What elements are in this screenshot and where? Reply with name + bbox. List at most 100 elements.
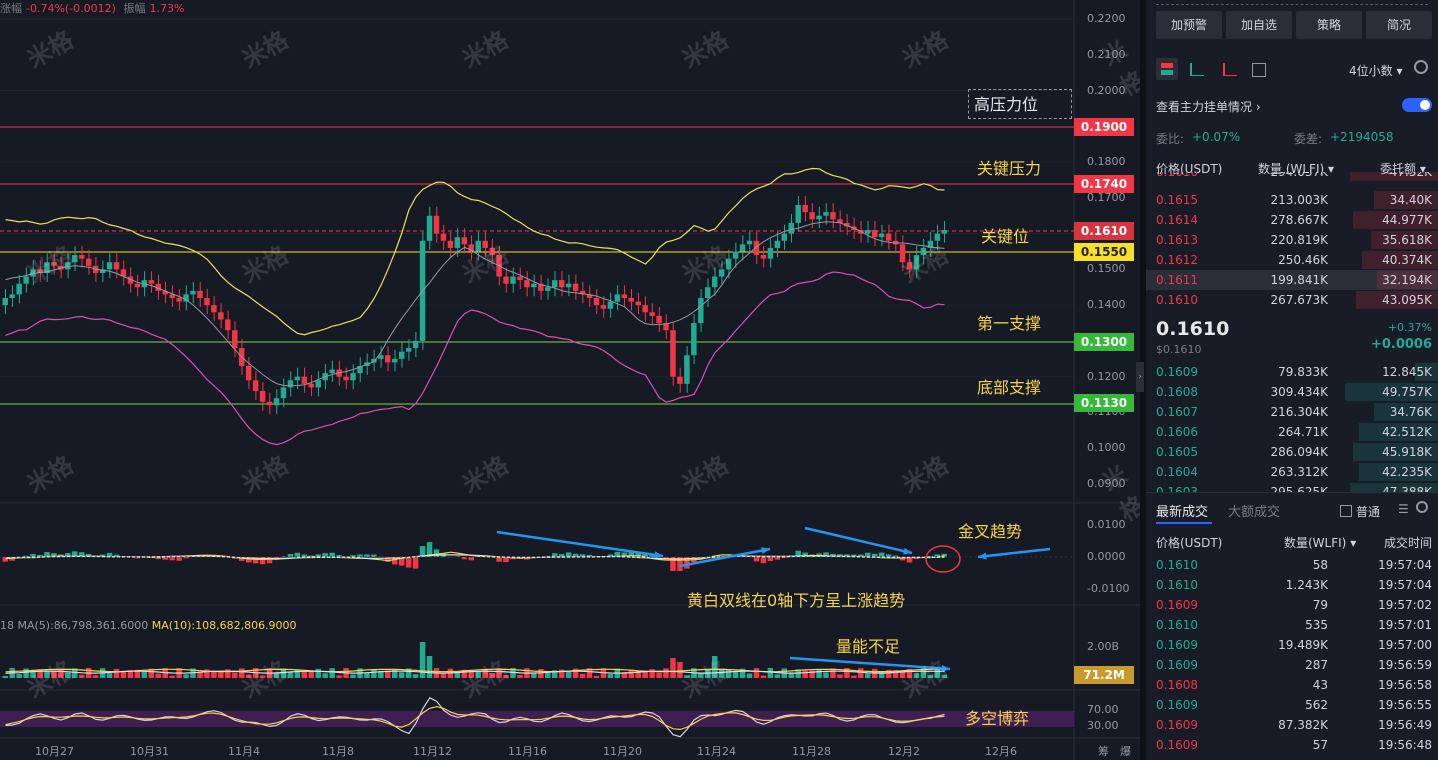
trade-row: 0.1609 562 19:56:55 (1146, 695, 1438, 715)
trades-settings-icon[interactable] (1416, 501, 1428, 513)
candle-body (190, 290, 196, 295)
candle-body (301, 376, 308, 384)
date-label: 12月6 (985, 745, 1017, 758)
ask-row[interactable]: 0.1610 267.673K 43.095K (1146, 290, 1438, 310)
depth-toggle[interactable] (1402, 98, 1432, 112)
ask-row[interactable]: 0.1614 278.667K 44.977K (1146, 210, 1438, 230)
tab-big-trades[interactable]: 大额成交 (1228, 505, 1281, 520)
bid-price: 0.1609 (1156, 365, 1198, 379)
volume-bar (593, 675, 600, 678)
candle-body (746, 240, 753, 245)
candle-body (99, 269, 106, 273)
ask-row[interactable]: 0.1611 199.841K 32.194K (1146, 270, 1438, 290)
kline-chart[interactable]: 涨幅 -0.74%(-0.0012) 振幅 1.73% 米格 米格 米格 米格 米格… (0, 0, 1150, 760)
macd-bar (239, 557, 245, 561)
bollinger-lower (5, 271, 945, 446)
trade-col-qty[interactable]: 数量(WLFI) ▾ (1284, 534, 1356, 551)
bid-row[interactable]: 0.1608 309.434K 49.757K (1146, 382, 1438, 402)
col-total-header[interactable]: 委托额 ▾ (1380, 160, 1426, 177)
volume-bar (155, 673, 161, 678)
volume-bar (941, 674, 947, 678)
ma5-label: MA(5):86,798,361.6000 (17, 619, 149, 632)
macd-bar (350, 555, 356, 557)
diff-value: +2194058 (1330, 130, 1394, 144)
macd-bar (753, 557, 760, 562)
chevron-down-icon: ▾ (1419, 162, 1426, 176)
bid-row[interactable]: 0.1603 295.625K 47.388K (1146, 482, 1438, 492)
axis-corner-chip[interactable]: 筹 (1098, 745, 1109, 758)
strategy-button[interactable]: 策略 (1296, 11, 1362, 39)
active-tab-indicator (1156, 522, 1212, 524)
candle-body (698, 298, 704, 324)
trade-row: 0.1609 287 19:56:59 (1146, 655, 1438, 675)
volume-bar (204, 669, 210, 678)
filter-icon[interactable]: ☰ (1398, 502, 1409, 516)
trade-row: 0.1609 87.382K 19:56:49 (1146, 715, 1438, 735)
macd-bar (245, 557, 252, 563)
candle-body (468, 244, 474, 252)
candle-body (586, 294, 593, 298)
candle-body (677, 376, 683, 384)
ask-row[interactable]: 0.1613 220.819K 35.618K (1146, 230, 1438, 250)
candle-body (816, 215, 822, 220)
volume-bar (350, 674, 356, 678)
add-alert-button[interactable]: 加预警 (1156, 11, 1222, 39)
ma10-label: MA(10):108,682,806.9000 (151, 619, 297, 632)
macd-bar (670, 557, 676, 571)
collapse-handle-icon[interactable]: › (1136, 362, 1144, 392)
macd-bar (558, 554, 565, 557)
candle-body (802, 205, 808, 213)
annot-volume-note: 量能不足 (836, 637, 901, 656)
macd-bar (844, 554, 850, 557)
trade-time: 19:56:49 (1378, 718, 1432, 732)
macd-bar (322, 553, 328, 557)
view-trades-icon[interactable] (1252, 63, 1266, 77)
bid-row[interactable]: 0.1604 263.312K 42.235K (1146, 462, 1438, 482)
add-watchlist-button[interactable]: 加自选 (1226, 11, 1292, 39)
chart-canvas[interactable] (0, 0, 1140, 760)
candle-body (635, 301, 641, 306)
candle-body (517, 276, 523, 281)
trade-qty: 535 (1305, 618, 1328, 632)
bid-row[interactable]: 0.1607 216.304K 34.76K (1146, 402, 1438, 422)
ask-row[interactable]: 0.1612 250.46K 40.374K (1146, 250, 1438, 270)
settings-icon[interactable] (1414, 60, 1428, 74)
view-both-icon[interactable] (1156, 58, 1178, 80)
volume-bar (58, 669, 64, 678)
depth-link[interactable]: 查看主力挂单情况 › (1156, 98, 1261, 115)
macd-bar (906, 557, 913, 563)
rsi-line-1 (5, 697, 945, 738)
ask-row[interactable]: 0.1615 213.003K 34.40K (1146, 190, 1438, 210)
trade-row: 0.1610 535 19:57:01 (1146, 615, 1438, 635)
volume-bar (823, 672, 829, 678)
volume-bar (927, 675, 934, 678)
macd-bar (878, 552, 885, 557)
volume-bar (364, 672, 370, 678)
view-bids-icon[interactable] (1190, 63, 1204, 76)
ask-total: 40.374K (1382, 253, 1432, 267)
bid-row[interactable]: 0.1605 286.094K 45.918K (1146, 442, 1438, 462)
volume-bar (858, 668, 864, 678)
macd-bar (461, 557, 468, 560)
overview-button[interactable]: 简况 (1366, 11, 1432, 39)
candle-body (531, 283, 537, 288)
macd-bar (802, 552, 808, 557)
view-asks-icon[interactable] (1223, 63, 1237, 76)
bid-row[interactable]: 0.1606 264.71K 42.512K (1146, 422, 1438, 442)
trade-time: 19:56:58 (1378, 678, 1432, 692)
tab-latest-trades[interactable]: 最新成交 (1156, 505, 1209, 520)
candle-body (461, 237, 468, 245)
col-qty-header[interactable]: 数量 (WLFI) ▾ (1258, 160, 1334, 177)
axis-corner-burst[interactable]: 爆 (1120, 745, 1131, 758)
normal-checkbox[interactable] (1340, 505, 1352, 517)
decimals-select[interactable]: 4位小数 ▾ (1349, 62, 1403, 79)
candle-body (51, 262, 57, 266)
macd-bar (851, 554, 857, 557)
ask-row[interactable]: 0.1616 294.037K 47.52K (1146, 172, 1438, 182)
volume-bar (885, 669, 892, 678)
candle-body (23, 276, 29, 284)
candle-body (579, 290, 586, 295)
bid-row[interactable]: 0.1609 79.833K 12.845K (1146, 362, 1438, 382)
trade-col-qty-label: 数量(WLFI) (1284, 536, 1347, 550)
candle-body (127, 276, 134, 284)
